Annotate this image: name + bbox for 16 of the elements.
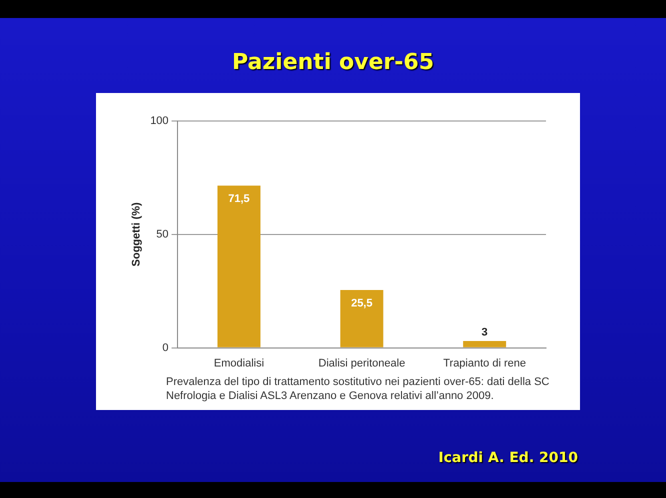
bar	[340, 290, 384, 348]
y-tick-label: 0	[162, 342, 169, 354]
x-tick-label: Emodialisi	[214, 357, 264, 370]
y-axis-title: Soggetti (%)	[130, 202, 143, 266]
bar	[463, 340, 506, 348]
text: Prevalenza del tipo di trattamento sostitutivo nei pazienti over-65: dati della SC Nefrologia e Dialisi ASL3 Arenzano e Genova relativi all’anno 2009.	[166, 375, 550, 403]
y-tick-label: 100	[150, 115, 169, 128]
data-label: 3	[482, 326, 488, 339]
bar	[217, 186, 260, 348]
x-tick-label: Dialisi peritoneale	[318, 357, 406, 370]
chart-title: Pazienti over-65	[231, 50, 435, 75]
data-label: 25,5	[351, 297, 372, 310]
y-tick-label: 50	[156, 228, 169, 240]
x-tick-label: Trapianto di rene	[443, 357, 526, 370]
text: Icardi A. Ed. 2010	[438, 450, 578, 466]
data-label: 71,5	[228, 193, 250, 206]
